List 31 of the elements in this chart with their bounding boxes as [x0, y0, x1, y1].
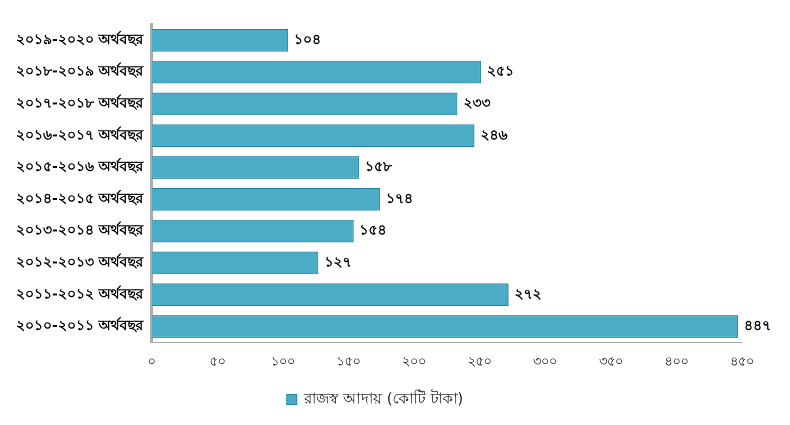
legend-label: রাজস্ব আদায় (কোটি টাকা) [303, 389, 464, 408]
data-label: ৪৪৭ [744, 318, 772, 334]
x-tick-label: ৩০০ [533, 354, 558, 370]
y-tick-label: ২০১৩-২০১৪ অর্থবছর [16, 220, 145, 239]
y-tick-label: ২০১৮-২০১৯ অর্থবছর [16, 62, 145, 80]
data-label: ১৫৮ [364, 159, 393, 176]
data-label: ২৩৩ [463, 96, 490, 112]
data-label: ১০৪ [294, 32, 322, 48]
x-tick-label: ০ [148, 354, 156, 370]
data-label: ২৫১ [486, 64, 514, 80]
data-label: ১৭৪ [386, 190, 413, 207]
data-label: ১৫৪ [360, 222, 387, 239]
y-tick-label: ২০১৬-২০১৭ অর্থবছর [16, 125, 145, 144]
y-tick-label: ২০১৭-২০১৮ অর্থবছর [16, 94, 145, 112]
data-label: ১২৭ [324, 254, 352, 271]
x-tick-label: ৪৫০ [730, 354, 754, 370]
y-tick-label: ২০১০-২০১১ অর্থবছর [16, 316, 145, 334]
x-tick-label: ২৫০ [468, 354, 492, 370]
x-tick-label: ৪০০ [664, 354, 688, 370]
x-tick-label: ১০০ [270, 354, 295, 370]
y-tick-label: ২০১৪-২০১৫ অর্থবছর [16, 188, 145, 207]
y-tick-label: ২০১৯-২০২০ অর্থবছর [16, 30, 145, 48]
x-tick-label: ৩৫০ [598, 354, 623, 370]
y-tick-label: ২০১৫-২০১৬ অর্থবছর [16, 157, 145, 176]
x-tick-label: ১৫০ [336, 354, 360, 370]
y-tick-label: ২০১২-২০১৩ অর্থবছর [16, 252, 145, 271]
data-label: ২৭২ [514, 286, 542, 302]
data-label: ২৪৬ [480, 127, 508, 144]
x-tick-label: ৫০ [209, 354, 226, 370]
y-tick-label: ২০১১-২০১২ অর্থবছর [16, 284, 145, 302]
x-tick-label: ২০০ [402, 354, 426, 370]
